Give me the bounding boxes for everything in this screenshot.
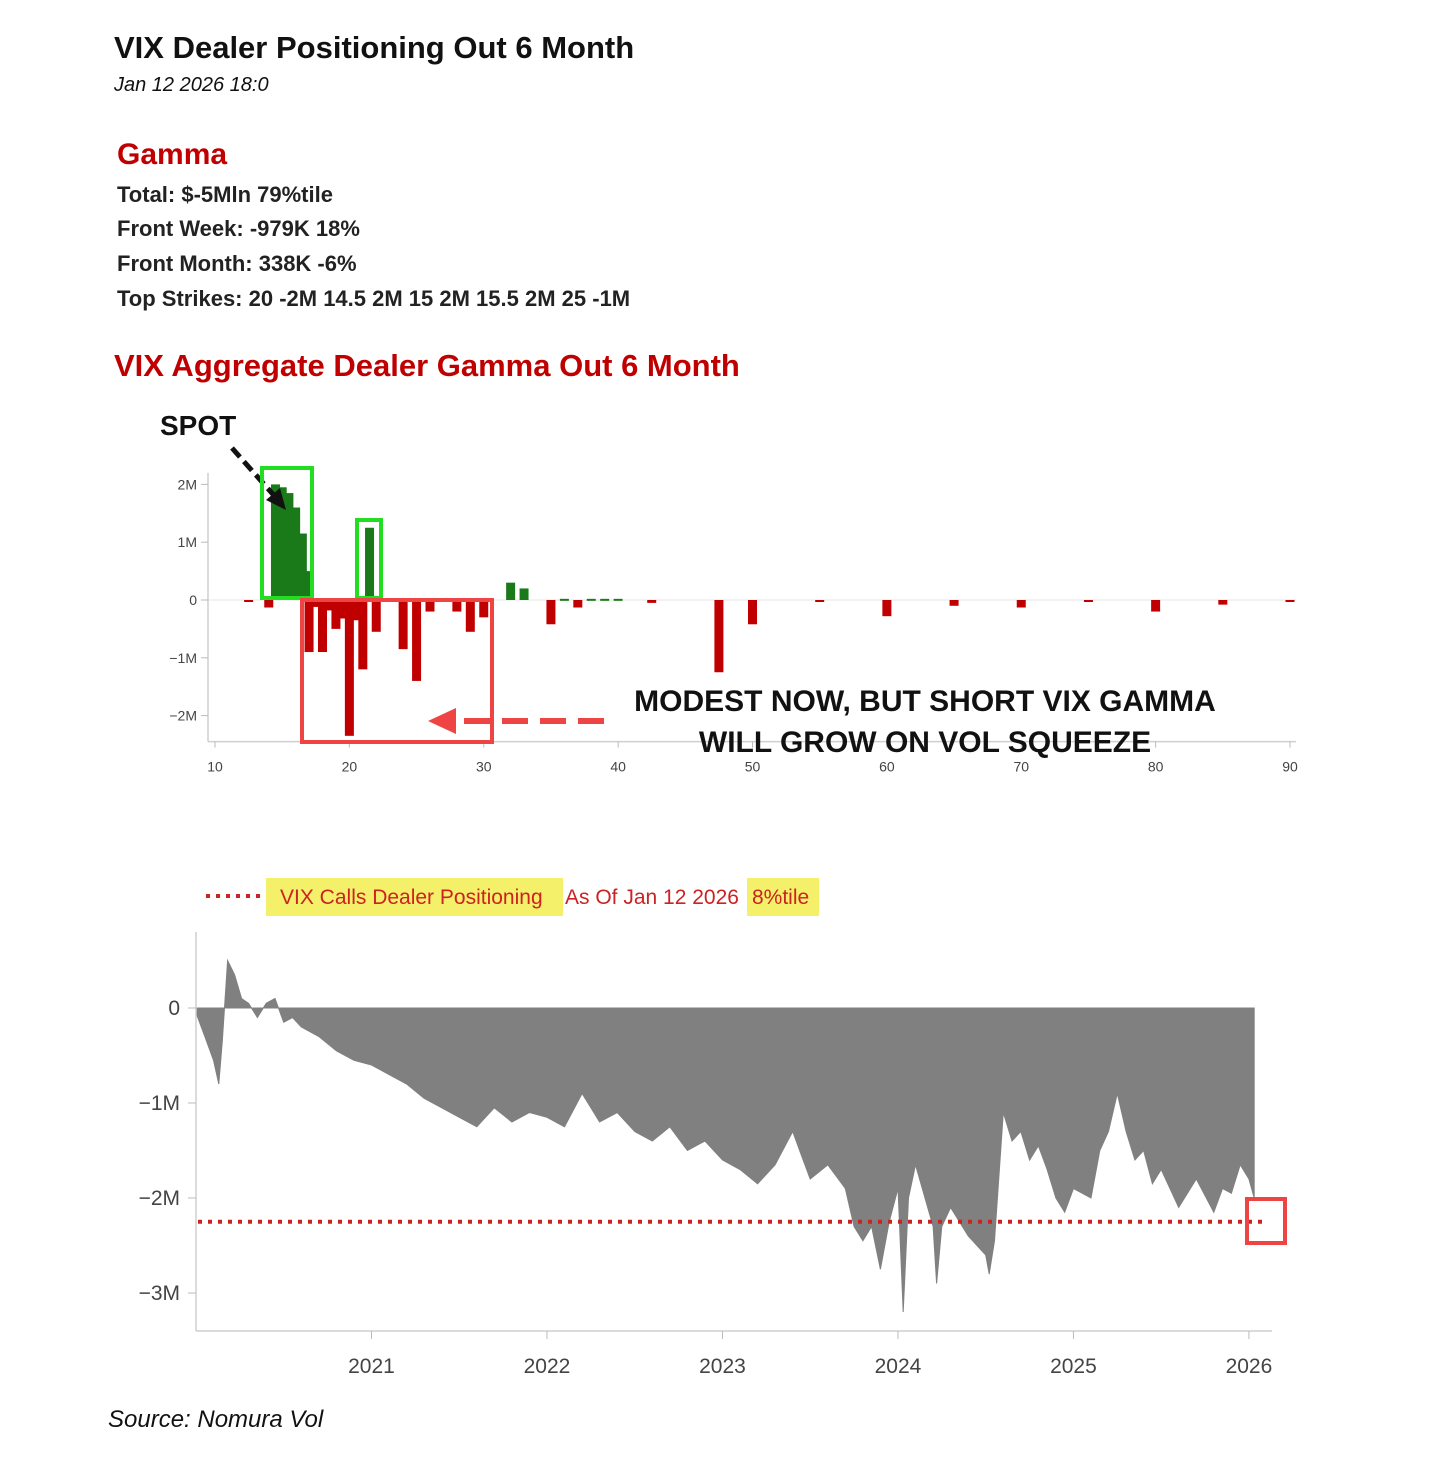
gamma-bar (270, 484, 280, 600)
gamma-bar (1218, 600, 1228, 605)
legend-label-percentile: 8%tile (752, 886, 809, 909)
callout-line-1: MODEST NOW, BUT SHORT VIX GAMMA (634, 685, 1216, 718)
gamma-bar (398, 600, 408, 650)
gamma-chart-title: VIX Aggregate Dealer Gamma Out 6 Month (114, 348, 740, 383)
gamma-total: Total: $-5Mln 79%tile (117, 182, 333, 207)
y-tick-label: −3M (139, 1282, 180, 1305)
gamma-bar (1285, 600, 1295, 602)
gamma-bar (304, 571, 314, 600)
legend-label-asof: As Of Jan 12 2026 (565, 886, 739, 909)
y-tick-label: −1M (139, 1092, 180, 1115)
gamma-bar (425, 600, 435, 612)
gamma-bar (546, 600, 556, 625)
latest-value-highlight-box (1245, 1197, 1287, 1245)
gamma-bar (506, 582, 516, 600)
gamma-bar (573, 600, 583, 608)
x-tick-label: 20 (342, 759, 358, 775)
gamma-front-week: Front Week: -979K 18% (117, 216, 360, 241)
y-tick-label: 1M (178, 534, 197, 550)
gamma-bar (244, 600, 254, 602)
y-tick-label: 0 (168, 997, 180, 1020)
legend-highlight-1 (266, 878, 563, 916)
gamma-bar (815, 600, 825, 602)
gamma-bar (882, 600, 892, 617)
gamma-bar (358, 600, 368, 670)
gamma-bar (519, 588, 529, 600)
gamma-bar (311, 600, 321, 607)
y-tick-label: −1M (169, 650, 197, 666)
gamma-bar (297, 533, 307, 600)
gamma-bar (479, 600, 489, 618)
x-tick-label: 2025 (1050, 1355, 1097, 1378)
gamma-bar (465, 600, 475, 632)
callout-arrow-head (428, 708, 456, 734)
highlight-box-positive-front (260, 466, 314, 600)
gamma-bar (647, 600, 657, 603)
gamma-bar (949, 600, 959, 606)
y-tick-label: −2M (139, 1187, 180, 1210)
gamma-bar (452, 600, 462, 612)
y-tick-label: −2M (169, 708, 197, 724)
x-tick-label: 2023 (699, 1355, 746, 1378)
gamma-heading: Gamma (117, 138, 228, 171)
y-tick-label: 0 (189, 592, 197, 608)
spot-label: SPOT (160, 410, 236, 441)
gamma-bar (412, 600, 422, 681)
gamma-bar-chart: 2M 1M 0 −1M −2M 10 20 30 40 50 60 70 80 90 SPOT MODES… (160, 410, 1298, 775)
gamma-bar (338, 600, 348, 619)
gamma-front-month: Front Month: 338K -6% (117, 251, 357, 276)
gamma-bar (304, 600, 314, 653)
dealer-positioning-area (195, 958, 1255, 1313)
gamma-bar (613, 598, 623, 601)
source-note: Source: Nomura Vol (108, 1406, 324, 1433)
x-tick-label: 80 (1148, 759, 1164, 775)
x-tick-label: 30 (476, 759, 492, 775)
callout-line-2: WILL GROW ON VOL SQUEEZE (699, 726, 1151, 759)
gamma-bar (264, 600, 274, 608)
spot-arrow-head (266, 488, 286, 510)
spot-arrow-line (230, 446, 280, 502)
gamma-top-strikes: Top Strikes: 20 -2M 14.5 2M 15 2M 15.5 2… (117, 286, 631, 311)
x-tick-label: 2026 (1226, 1355, 1273, 1378)
gamma-bar (748, 600, 757, 625)
x-tick-label: 60 (879, 759, 895, 775)
gamma-bar (1151, 600, 1161, 612)
gamma-bar (365, 527, 375, 600)
gamma-bar (284, 493, 294, 600)
legend-label-series: VIX Calls Dealer Positioning (280, 886, 543, 909)
x-tick-label: 90 (1282, 759, 1298, 775)
timestamp: Jan 12 2026 18:0 (114, 74, 269, 96)
x-tick-label: 40 (610, 759, 626, 775)
gamma-bar (1083, 600, 1093, 602)
gamma-bar (351, 600, 361, 621)
gamma-bar (559, 598, 569, 601)
gamma-bar (291, 507, 301, 600)
page-title: VIX Dealer Positioning Out 6 Month (114, 30, 635, 65)
gamma-bar (714, 600, 724, 673)
gamma-bar (371, 600, 381, 632)
gamma-bar (1016, 600, 1026, 608)
x-tick-label: 2022 (524, 1355, 571, 1378)
x-tick-label: 70 (1013, 759, 1029, 775)
gamma-bar (331, 600, 341, 629)
x-tick-label: 2024 (875, 1355, 922, 1378)
x-tick-label: 50 (745, 759, 761, 775)
dealer-positioning-area-chart: VIX Calls Dealer Positioning As Of Jan 1… (139, 878, 1287, 1378)
gamma-bar (586, 598, 596, 601)
gamma-bar (324, 600, 334, 611)
y-tick-label: 2M (178, 476, 197, 492)
x-tick-label: 2021 (348, 1355, 395, 1378)
gamma-bar (318, 600, 327, 653)
highlight-box-negative (300, 598, 494, 744)
x-tick-label: 10 (207, 759, 223, 775)
gamma-bar (600, 598, 610, 601)
legend-highlight-2 (747, 878, 819, 916)
gamma-bar (344, 600, 354, 736)
gamma-bar (277, 487, 287, 600)
